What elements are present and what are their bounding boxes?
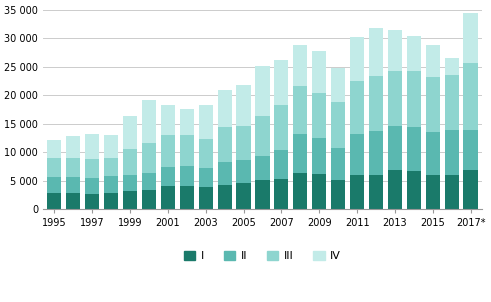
Bar [464, 130, 478, 169]
Bar [123, 191, 137, 210]
Bar [369, 175, 383, 210]
Bar [407, 127, 421, 171]
Bar [312, 52, 327, 92]
Bar [255, 156, 270, 180]
Bar [237, 160, 250, 183]
Bar [199, 169, 213, 187]
Bar [331, 68, 345, 102]
Bar [123, 149, 137, 175]
Bar [274, 179, 289, 210]
Bar [350, 37, 364, 81]
Bar [369, 27, 383, 76]
Bar [66, 158, 81, 177]
Bar [142, 143, 156, 173]
Bar [331, 102, 345, 149]
Bar [407, 36, 421, 72]
Bar [180, 166, 194, 186]
Bar [444, 175, 459, 210]
Bar [85, 159, 99, 178]
Bar [388, 126, 402, 170]
Bar [180, 186, 194, 210]
Bar [237, 183, 250, 210]
Bar [444, 75, 459, 130]
Bar [180, 135, 194, 166]
Bar [218, 185, 232, 210]
Bar [312, 92, 327, 138]
Bar [199, 105, 213, 139]
Bar [123, 116, 137, 149]
Bar [199, 187, 213, 210]
Bar [350, 175, 364, 210]
Bar [161, 186, 175, 210]
Bar [444, 130, 459, 175]
Bar [255, 180, 270, 210]
Bar [218, 90, 232, 127]
Bar [142, 190, 156, 210]
Bar [255, 116, 270, 156]
Bar [293, 173, 307, 210]
Bar [85, 194, 99, 210]
Bar [218, 162, 232, 185]
Bar [47, 158, 61, 177]
Bar [426, 77, 440, 133]
Bar [47, 194, 61, 210]
Bar [218, 127, 232, 162]
Bar [312, 138, 327, 174]
Bar [161, 135, 175, 167]
Bar [293, 45, 307, 86]
Bar [66, 177, 81, 194]
Bar [123, 175, 137, 191]
Bar [104, 176, 118, 194]
Bar [274, 149, 289, 179]
Bar [464, 169, 478, 210]
Bar [66, 136, 81, 158]
Bar [47, 140, 61, 158]
Bar [85, 133, 99, 159]
Bar [407, 171, 421, 210]
Bar [104, 135, 118, 158]
Bar [255, 66, 270, 116]
Bar [142, 173, 156, 190]
Bar [47, 177, 61, 194]
Bar [293, 86, 307, 134]
Bar [104, 194, 118, 210]
Bar [274, 60, 289, 104]
Bar [161, 105, 175, 135]
Legend: I, II, III, IV: I, II, III, IV [180, 246, 346, 265]
Bar [180, 108, 194, 135]
Bar [369, 76, 383, 131]
Bar [407, 72, 421, 127]
Bar [350, 133, 364, 175]
Bar [293, 134, 307, 173]
Bar [369, 131, 383, 175]
Bar [426, 175, 440, 210]
Bar [426, 133, 440, 175]
Bar [388, 170, 402, 210]
Bar [161, 167, 175, 186]
Bar [199, 139, 213, 169]
Bar [66, 194, 81, 210]
Bar [274, 104, 289, 149]
Bar [331, 149, 345, 180]
Bar [444, 58, 459, 75]
Bar [312, 174, 327, 210]
Bar [85, 178, 99, 194]
Bar [388, 31, 402, 71]
Bar [464, 63, 478, 130]
Bar [331, 180, 345, 210]
Bar [104, 158, 118, 176]
Bar [142, 100, 156, 143]
Bar [464, 13, 478, 63]
Bar [388, 71, 402, 126]
Bar [237, 85, 250, 126]
Bar [426, 45, 440, 77]
Bar [350, 81, 364, 133]
Bar [237, 126, 250, 160]
